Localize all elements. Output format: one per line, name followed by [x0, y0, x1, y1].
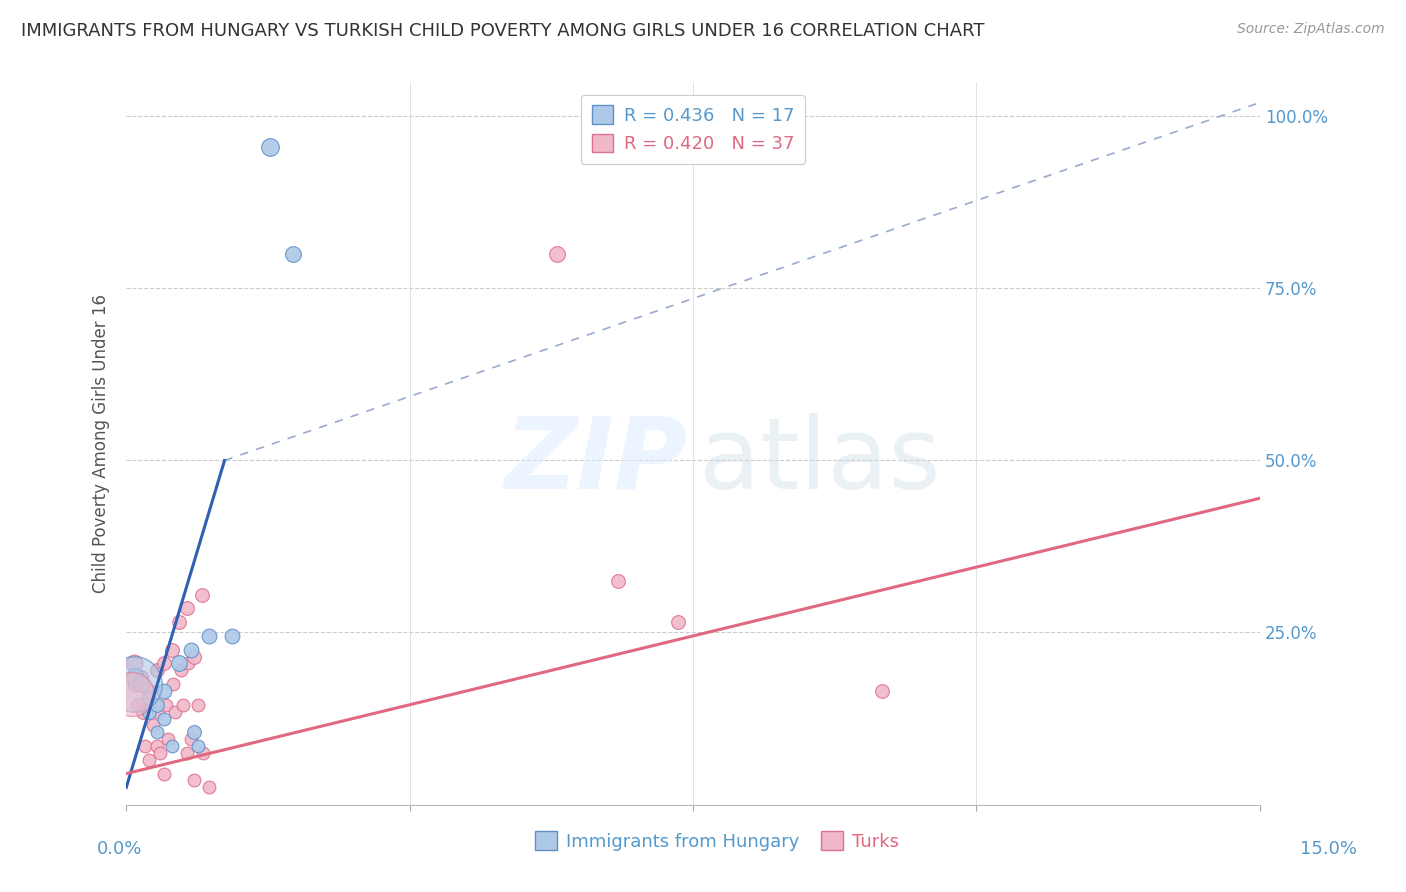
Point: [176, 746, 198, 760]
Point: [183, 649, 205, 664]
Point: [138, 690, 160, 705]
Point: [138, 753, 160, 767]
Point: [145, 664, 167, 678]
Point: [138, 705, 160, 719]
Text: 0.0%: 0.0%: [97, 840, 142, 858]
Text: 15.0%: 15.0%: [1301, 840, 1357, 858]
Point: [187, 739, 209, 753]
Y-axis label: Child Poverty Among Girls Under 16: Child Poverty Among Girls Under 16: [93, 293, 110, 592]
Point: [180, 732, 202, 747]
Point: [124, 677, 146, 691]
Point: [132, 705, 155, 719]
Text: Source: ZipAtlas.com: Source: ZipAtlas.com: [1237, 22, 1385, 37]
Point: [176, 601, 198, 615]
Point: [149, 746, 172, 760]
Point: [870, 684, 893, 698]
Point: [172, 698, 194, 712]
Point: [180, 642, 202, 657]
Point: [122, 677, 145, 691]
Text: IMMIGRANTS FROM HUNGARY VS TURKISH CHILD POVERTY AMONG GIRLS UNDER 16 CORRELATIO: IMMIGRANTS FROM HUNGARY VS TURKISH CHILD…: [21, 22, 984, 40]
Point: [146, 705, 169, 719]
Point: [156, 732, 179, 747]
Point: [191, 588, 214, 602]
Point: [183, 773, 205, 788]
Point: [259, 140, 281, 154]
Text: ZIP: ZIP: [505, 413, 688, 510]
Point: [145, 698, 167, 712]
Point: [198, 780, 221, 795]
Point: [160, 739, 183, 753]
Point: [131, 677, 153, 691]
Point: [193, 746, 215, 760]
Point: [145, 739, 167, 753]
Point: [131, 670, 153, 684]
Point: [134, 739, 156, 753]
Point: [170, 664, 193, 678]
Legend: R = 0.436   N = 17, R = 0.420   N = 37: R = 0.436 N = 17, R = 0.420 N = 37: [581, 95, 806, 164]
Point: [546, 247, 568, 261]
Point: [167, 657, 190, 671]
Point: [160, 642, 183, 657]
Text: atlas: atlas: [699, 413, 941, 510]
Point: [165, 705, 187, 719]
Point: [198, 629, 221, 643]
Point: [606, 574, 628, 588]
Point: [183, 725, 205, 739]
Point: [167, 615, 190, 629]
Point: [153, 712, 176, 726]
Point: [142, 718, 165, 732]
Point: [121, 688, 143, 702]
Point: [145, 725, 167, 739]
Legend: Immigrants from Hungary, Turks: Immigrants from Hungary, Turks: [529, 824, 905, 858]
Point: [153, 684, 176, 698]
Point: [221, 629, 243, 643]
Point: [122, 657, 145, 671]
Point: [153, 766, 176, 780]
Point: [153, 657, 176, 671]
Point: [162, 677, 184, 691]
Point: [281, 247, 304, 261]
Point: [666, 615, 689, 629]
Point: [187, 698, 209, 712]
Point: [127, 698, 149, 712]
Point: [177, 657, 200, 671]
Point: [138, 684, 160, 698]
Point: [155, 698, 177, 712]
Point: [124, 670, 146, 684]
